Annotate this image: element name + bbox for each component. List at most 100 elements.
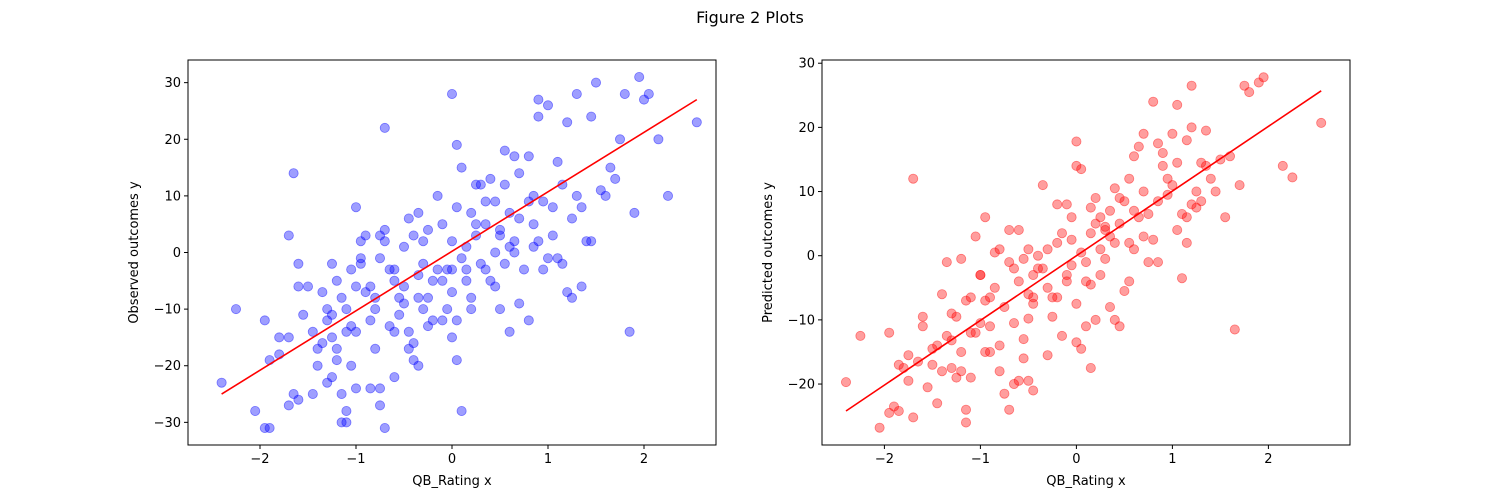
data-point	[461, 275, 472, 286]
data-point	[1181, 135, 1192, 146]
data-point	[985, 292, 996, 303]
data-point	[389, 326, 400, 337]
data-point	[283, 332, 294, 343]
data-point	[480, 219, 491, 230]
data-point	[1316, 117, 1327, 128]
data-point	[514, 168, 525, 179]
data-point	[1201, 125, 1212, 136]
data-point	[576, 281, 587, 292]
data-point	[403, 343, 414, 354]
data-point	[1076, 343, 1087, 354]
data-point	[1244, 87, 1255, 98]
data-point	[1138, 128, 1149, 139]
data-point	[230, 304, 241, 315]
data-point	[326, 332, 337, 343]
data-point	[326, 309, 337, 320]
data-point	[485, 173, 496, 184]
y-tick-label: −10	[788, 313, 815, 328]
data-point	[427, 315, 438, 326]
data-point	[422, 224, 433, 235]
data-point	[917, 321, 928, 332]
data-point	[1090, 218, 1101, 229]
data-point	[1210, 186, 1221, 197]
data-point	[250, 405, 261, 416]
data-point	[350, 281, 361, 292]
data-point	[1013, 375, 1024, 386]
data-point	[922, 382, 933, 393]
data-point	[980, 212, 991, 223]
data-point	[1124, 173, 1135, 184]
data-point	[312, 343, 323, 354]
scatter-points	[216, 72, 702, 433]
data-point	[975, 269, 986, 280]
data-point	[1018, 334, 1029, 345]
data-point	[562, 117, 573, 128]
y-tick-label: −30	[154, 416, 181, 431]
data-point	[1033, 263, 1044, 274]
data-point	[413, 360, 424, 371]
data-point	[331, 343, 342, 354]
data-point	[1119, 196, 1130, 207]
data-point	[1033, 250, 1044, 261]
data-point	[1105, 205, 1116, 216]
data-point	[965, 372, 976, 383]
data-point	[274, 332, 285, 343]
data-point	[264, 422, 275, 433]
data-point	[903, 350, 914, 361]
data-point	[451, 202, 462, 213]
data-point	[389, 275, 400, 286]
data-point	[605, 162, 616, 173]
data-point	[1042, 350, 1053, 361]
data-point	[1124, 276, 1135, 287]
data-point	[1085, 362, 1096, 373]
data-point	[317, 287, 328, 298]
data-point	[422, 292, 433, 303]
data-point	[586, 111, 597, 122]
data-point	[442, 264, 453, 275]
data-point	[499, 258, 510, 269]
data-point	[1196, 196, 1207, 207]
data-point	[1037, 180, 1048, 191]
data-point	[893, 359, 904, 370]
data-point	[1191, 202, 1202, 213]
data-point	[1028, 385, 1039, 396]
data-point	[908, 412, 919, 423]
data-point	[951, 311, 962, 322]
data-point	[1090, 314, 1101, 325]
data-point	[562, 287, 573, 298]
data-point	[466, 304, 477, 315]
data-point	[1061, 199, 1072, 210]
data-point	[288, 388, 299, 399]
data-point	[408, 338, 419, 349]
axes-frame	[821, 59, 1351, 446]
data-point	[1167, 180, 1178, 191]
data-point	[1037, 263, 1048, 274]
data-point	[365, 281, 376, 292]
data-point	[1061, 269, 1072, 280]
data-point	[610, 173, 621, 184]
data-point	[341, 405, 352, 416]
data-point	[336, 292, 347, 303]
data-point	[1052, 237, 1063, 248]
data-point	[403, 213, 414, 224]
data-point	[1220, 212, 1231, 223]
data-point	[1143, 208, 1154, 219]
data-point	[1105, 301, 1116, 312]
data-point	[350, 326, 361, 337]
data-point	[533, 94, 544, 105]
data-point	[884, 407, 895, 418]
x-tick-label: −2	[250, 452, 269, 467]
data-point	[1186, 122, 1197, 133]
x-tick-label: −2	[875, 452, 894, 467]
data-point	[370, 343, 381, 354]
data-point	[490, 281, 501, 292]
data-point	[600, 190, 611, 201]
data-point	[379, 236, 390, 247]
data-point	[283, 230, 294, 241]
data-point	[1085, 202, 1096, 213]
data-point	[1076, 164, 1087, 175]
data-point	[1004, 404, 1015, 415]
data-point	[576, 202, 587, 213]
data-point	[389, 264, 400, 275]
data-point	[259, 315, 270, 326]
